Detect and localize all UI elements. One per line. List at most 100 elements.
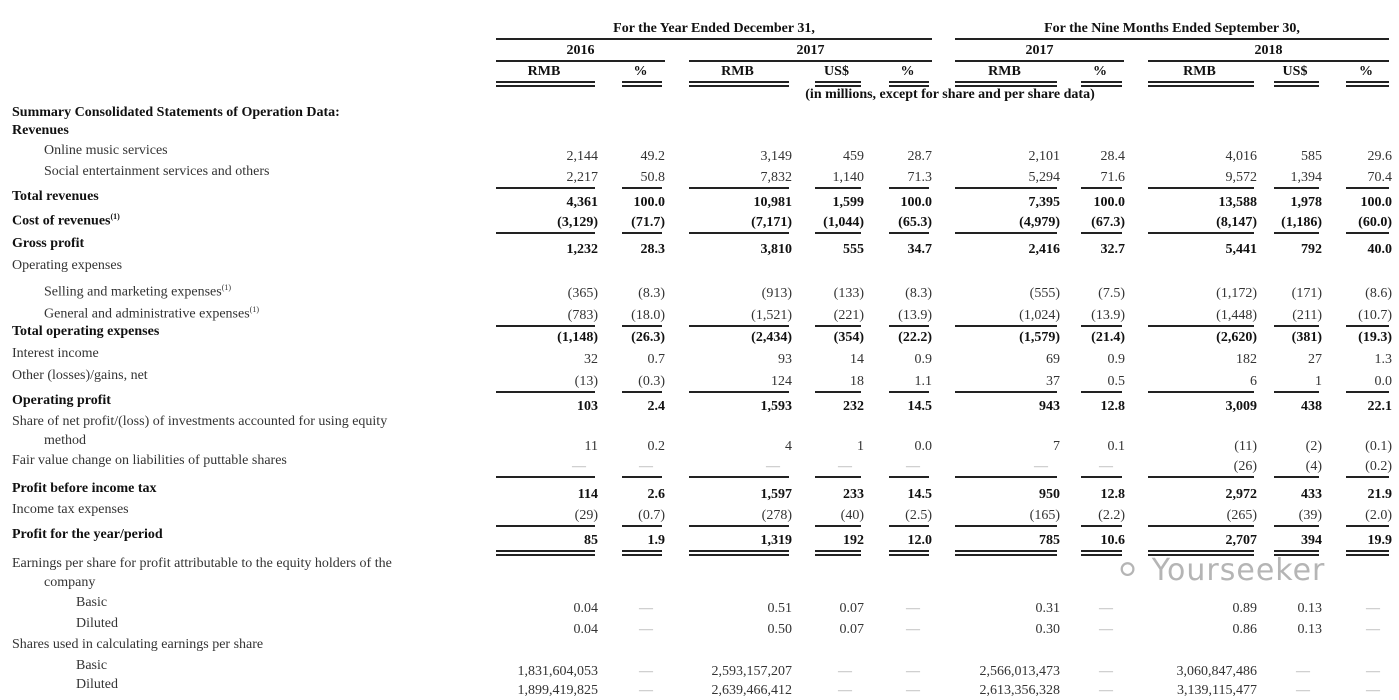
row-label: company [44,574,95,592]
table-cell: 1,319 [760,533,793,548]
table-cell: 71.3 [907,170,933,185]
table-cell: — [906,601,920,616]
underline-rule [496,232,595,234]
table-cell: 943 [1039,399,1060,414]
table-cell: 0.31 [1035,601,1061,616]
table-cell: (783) [567,308,598,323]
underline-rule [1346,550,1389,552]
table-cell: 32.7 [1100,242,1126,257]
table-cell: (555) [1029,286,1060,301]
header-nine-2017: 2017 [1025,43,1054,58]
table-cell: 3,810 [760,242,793,257]
table-cell: 2.4 [647,399,666,414]
table-cell: (4) [1305,459,1322,474]
row-label: Revenues [12,122,69,140]
underline-rule [889,476,929,478]
table-cell: (65.3) [898,215,932,230]
table-cell: 950 [1039,487,1060,502]
underline-rule [622,232,662,234]
table-cell: (7,171) [751,215,792,230]
underline-rule [1081,325,1122,327]
table-cell: (165) [1029,508,1060,523]
table-cell: (0.1) [1365,439,1392,454]
underline-rule [889,550,929,552]
table-cell: 1 [857,439,864,454]
header-group-year: For the Year Ended December 31, [613,21,815,36]
row-label: Share of net profit/(loss) of investment… [12,413,387,431]
table-cell: (8,147) [1216,215,1257,230]
table-cell: 85 [584,533,598,548]
row-label-text: Share of net profit/(loss) of investment… [12,414,388,429]
table-cell: 0.86 [1232,622,1258,637]
table-cell: (1,148) [557,330,598,345]
underline-rule [1081,550,1122,552]
table-cell: 1,831,604,053 [517,664,599,679]
underline-rule [1346,232,1389,234]
underline-rule [1274,554,1319,556]
table-cell: (381) [1291,330,1322,345]
table-cell: 585 [1301,149,1322,164]
underline-rule [689,187,789,189]
underline-rule [1148,187,1254,189]
table-cell: (221) [833,308,864,323]
underline-rule [1081,232,1122,234]
row-label: Operating profit [12,392,111,410]
table-cell: — [838,459,852,474]
table-cell: — [1366,622,1380,637]
table-cell: (2,620) [1216,330,1257,345]
table-cell: 5,441 [1225,242,1258,257]
table-cell: 1,232 [566,242,599,257]
underline-rule [689,391,789,393]
table-cell: 3,139,115,477 [1177,683,1257,698]
row-label: Total revenues [12,188,99,206]
underline-rule [1274,525,1319,527]
table-cell: (19.3) [1358,330,1392,345]
underline-rule [689,554,789,556]
column-header: US$ [1282,64,1308,79]
underline-rule [889,325,929,327]
table-cell: (0.7) [638,508,665,523]
table-cell: (21.4) [1091,330,1125,345]
table-cell: 2,566,013,473 [979,664,1061,679]
table-cell: 785 [1039,533,1060,548]
table-cell: 7,832 [760,170,793,185]
underline-rule [496,525,595,527]
table-cell: 100.0 [1093,195,1126,210]
underline-rule [815,325,861,327]
table-cell: — [838,683,852,698]
underline-rule [689,550,789,552]
table-cell: 0.1 [1107,439,1126,454]
table-cell: (2) [1305,439,1322,454]
underline-rule [815,525,861,527]
underline-rule [496,476,595,478]
table-cell: 4,361 [566,195,599,210]
column-header: RMB [721,64,754,79]
row-label-text: Social entertainment services and others [44,164,270,179]
row-label-text: Profit before income tax [12,481,157,496]
underline-rule [496,325,595,327]
table-cell: 0.7 [647,352,666,367]
table-cell: (8.3) [905,286,932,301]
header-nine-2018: 2018 [1254,43,1283,58]
table-cell: 28.4 [1100,149,1126,164]
table-cell: (365) [567,286,598,301]
table-cell: 28.7 [907,149,933,164]
row-label-text: Operating profit [12,393,111,408]
table-cell: 3,149 [760,149,793,164]
table-cell: 394 [1301,533,1322,548]
underline-rule [1148,325,1254,327]
column-header-rule [689,85,789,87]
table-cell: 0.0 [1374,374,1393,389]
table-cell: 1,599 [832,195,865,210]
underline-rule [1346,325,1389,327]
column-header: RMB [527,64,561,79]
table-cell: 14.5 [907,487,933,502]
table-cell: 7 [1053,439,1060,454]
footnote-marker: (1) [249,305,259,314]
table-cell: 0.04 [573,622,599,637]
column-header: % [1093,64,1107,79]
row-label: Other (losses)/gains, net [12,367,148,385]
table-cell: 19.9 [1367,533,1393,548]
row-label: Social entertainment services and others [44,163,269,181]
column-header: % [1359,64,1373,79]
